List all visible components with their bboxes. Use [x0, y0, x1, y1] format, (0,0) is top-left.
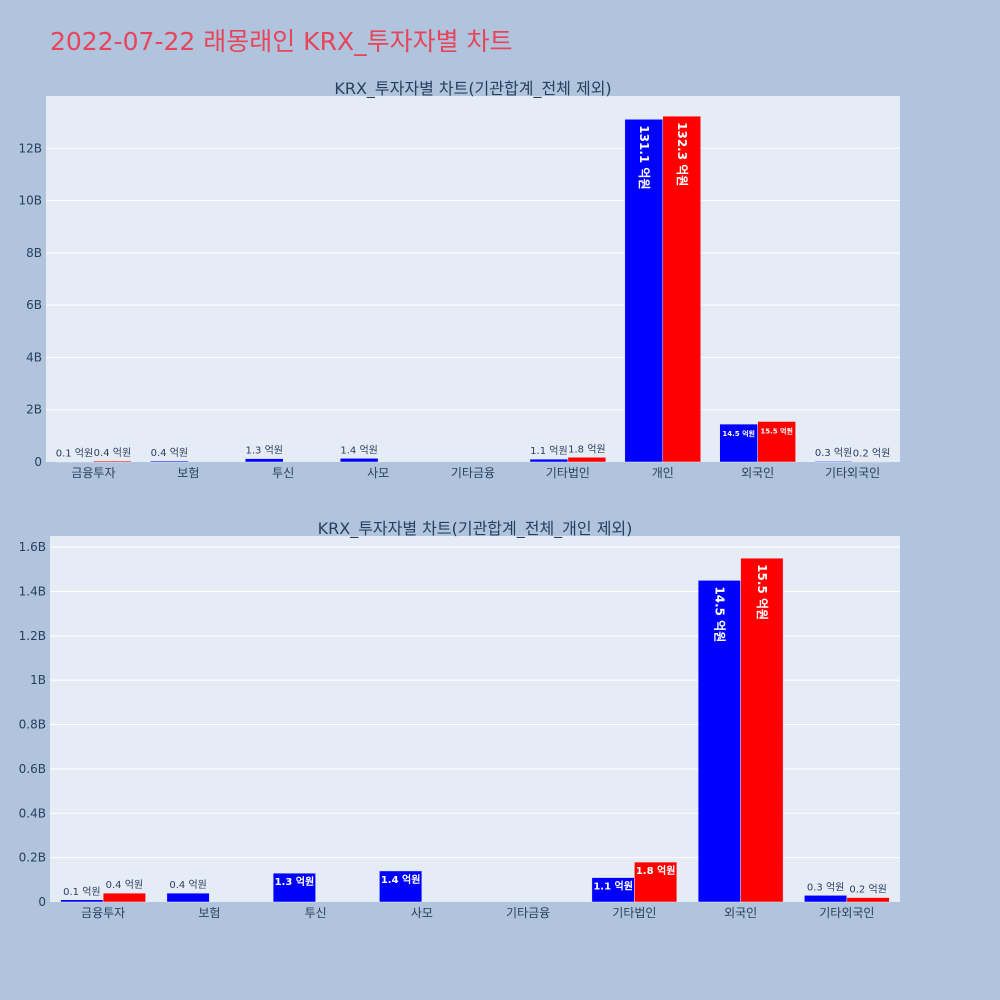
x-tick-label: 보험	[177, 466, 199, 480]
y-tick-label: 4B	[26, 350, 42, 364]
y-tick-label: 10B	[18, 194, 42, 208]
bar	[852, 461, 891, 463]
x-tick-label: 외국인	[724, 906, 757, 920]
data-label: 1.8 억원	[568, 443, 605, 455]
bar	[245, 458, 284, 463]
bar	[102, 892, 146, 903]
x-tick-label: 개인	[652, 466, 674, 480]
x-tick-label: 보험	[198, 906, 220, 920]
data-label: 1.4 억원	[381, 873, 421, 886]
x-tick-label: 기타외국인	[825, 466, 880, 480]
y-tick-label: 12B	[18, 141, 42, 155]
data-label: 131.1 억원	[637, 125, 651, 189]
bar	[719, 423, 758, 463]
y-tick-label: 8B	[26, 246, 42, 260]
x-tick-label: 기타법인	[612, 906, 656, 920]
x-tick-label: 기타금융	[451, 466, 495, 480]
data-label: 0.4 억원	[106, 879, 143, 891]
bar	[166, 892, 210, 903]
data-label: 0.4 억원	[169, 879, 206, 891]
chart-title: KRX_투자자별 차트(기관합계_전체 제외)	[334, 79, 611, 99]
chart-without-institutions: 0 2B 4B 6B 8B 10B 12B KRX_투자자별 차트(기관합계_전체 제외) 금융…	[18, 79, 900, 480]
bar	[150, 460, 189, 463]
y-tick-label: 1.4B	[19, 584, 46, 598]
bar	[757, 421, 796, 463]
data-label: 1.8 억원	[636, 864, 676, 877]
bar	[697, 580, 741, 903]
data-label: 0.2 억원	[849, 884, 886, 896]
y-tick-label: 0.2B	[19, 851, 46, 865]
data-label: 0.4 억원	[94, 447, 131, 459]
data-label: 1.1 억원	[530, 445, 567, 457]
data-label: 1.3 억원	[246, 445, 283, 457]
bar	[624, 119, 664, 463]
x-tick-label: 사모	[411, 906, 433, 920]
chart-title: KRX_투자자별 차트(기관합계_전체_개인 제외)	[318, 519, 633, 539]
x-tick-label: 기타금융	[506, 906, 550, 920]
y-tick-label: 2B	[26, 403, 42, 417]
bar	[662, 115, 701, 463]
bar	[567, 457, 607, 463]
bar	[846, 897, 890, 903]
plot-area	[46, 96, 900, 462]
x-tick-label: 금융투자	[71, 466, 115, 480]
data-label: 0.3 억원	[807, 881, 844, 893]
data-label: 0.4 억원	[151, 447, 188, 459]
data-label: 0.3 억원	[815, 447, 852, 459]
x-tick-label: 금융투자	[81, 906, 125, 920]
y-tick-label: 0	[38, 895, 46, 909]
y-tick-label: 1.2B	[19, 629, 46, 643]
x-tick-label: 투신	[305, 906, 327, 920]
x-tick-label: 외국인	[741, 466, 774, 480]
data-label: 0.1 억원	[63, 886, 100, 898]
y-tick-label: 0.4B	[19, 806, 46, 820]
data-label: 132.3 억원	[675, 122, 689, 186]
page-title: 2022-07-22 래몽래인 KRX_투자자별 차트	[50, 27, 513, 56]
y-tick-label: 0	[34, 455, 42, 469]
x-tick-label: 기타외국인	[819, 906, 874, 920]
y-tick-label: 1B	[30, 673, 46, 687]
x-tick-label: 사모	[367, 466, 389, 480]
x-tick-label: 기타법인	[546, 466, 590, 480]
bar	[379, 870, 423, 903]
bar	[272, 872, 316, 903]
data-label: 1.4 억원	[340, 444, 377, 456]
data-label: 1.1 억원	[593, 880, 633, 893]
y-tick-label: 6B	[26, 298, 42, 312]
bar	[60, 899, 104, 903]
y-tick-label: 0.8B	[19, 718, 46, 732]
data-label: 1.3 억원	[275, 875, 315, 888]
bar	[804, 895, 848, 903]
data-label: 14.5 억원	[712, 586, 726, 642]
x-tick-label: 투신	[272, 466, 294, 480]
bar	[740, 557, 784, 903]
data-label: 15.5 억원	[760, 426, 793, 435]
y-tick-label: 0.6B	[19, 762, 46, 776]
bar	[634, 861, 678, 903]
data-label: 15.5 억원	[755, 564, 769, 620]
bar	[93, 460, 132, 463]
y-tick-label: 1.6B	[19, 540, 46, 554]
data-label: 0.1 억원	[56, 448, 93, 460]
data-label: 14.5 억원	[722, 429, 755, 438]
data-label: 0.2 억원	[853, 447, 890, 459]
bar	[339, 458, 379, 463]
